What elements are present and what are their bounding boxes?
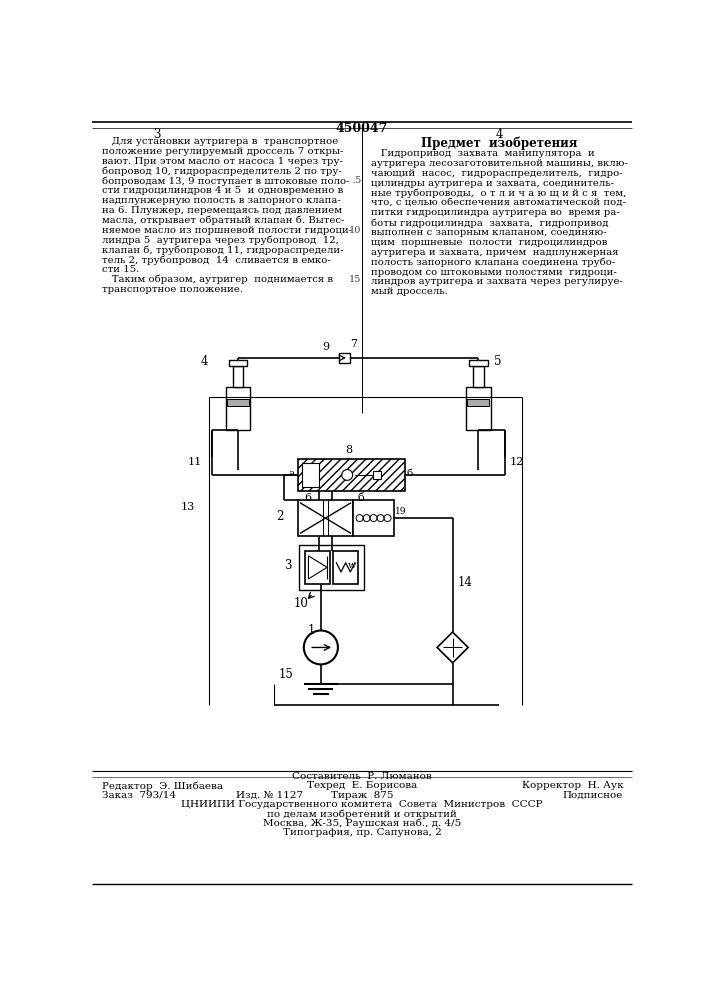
Text: мый дроссель.: мый дроссель.: [371, 287, 448, 296]
Text: ЦНИИПИ Государственного комитета  Совета  Министров  СССР: ЦНИИПИ Государственного комитета Совета …: [181, 800, 543, 809]
Text: Изд. № 1127: Изд. № 1127: [235, 791, 303, 800]
Text: .5: .5: [352, 176, 361, 185]
Bar: [298, 459, 404, 491]
Text: 15: 15: [279, 668, 294, 681]
Text: 6: 6: [304, 493, 311, 503]
Text: 12: 12: [509, 457, 523, 467]
Bar: [339, 353, 349, 363]
Text: Предмет  изобретения: Предмет изобретения: [421, 137, 578, 150]
Text: 5: 5: [494, 355, 502, 368]
Bar: [467, 399, 489, 406]
Text: 1: 1: [308, 624, 315, 637]
Text: 3: 3: [284, 559, 291, 572]
Text: 450047: 450047: [336, 122, 388, 135]
Bar: [303, 463, 320, 487]
Text: 9: 9: [322, 342, 329, 352]
Text: 3: 3: [153, 128, 160, 141]
Bar: [299, 545, 364, 590]
Text: 13: 13: [180, 502, 194, 512]
Text: б: б: [357, 493, 364, 503]
Bar: [298, 500, 354, 536]
Text: бопроводам 13, 9 поступает в штоковые поло-: бопроводам 13, 9 поступает в штоковые по…: [103, 176, 350, 186]
Text: бопровод 10, гидрораспределитель 2 по тру-: бопровод 10, гидрораспределитель 2 по тр…: [103, 167, 342, 176]
Text: 10: 10: [293, 597, 308, 610]
Text: что, с целью обеспечения автоматической под-: что, с целью обеспечения автоматической …: [371, 199, 626, 208]
Text: щим  поршневые  полости  гидроцилиндров: щим поршневые полости гидроцилиндров: [371, 238, 607, 247]
Text: 7: 7: [350, 339, 357, 349]
Text: Заказ  793/14: Заказ 793/14: [103, 791, 176, 800]
Polygon shape: [437, 632, 468, 663]
Text: по делам изобретений и открытий: по делам изобретений и открытий: [267, 809, 457, 819]
Text: 11: 11: [187, 457, 201, 467]
Text: питки гидроцилиндра аутригера во  время ра-: питки гидроцилиндра аутригера во время р…: [371, 208, 620, 217]
Text: Гидропривод  захвата  манипулятора  и: Гидропривод захвата манипулятора и: [371, 149, 595, 158]
Text: транспортное положение.: транспортное положение.: [103, 285, 243, 294]
Bar: [354, 500, 394, 536]
Bar: [469, 360, 488, 366]
Text: проводом со штоковыми полостями  гидроци-: проводом со штоковыми полостями гидроци-: [371, 268, 617, 277]
Text: 15: 15: [349, 275, 361, 284]
Text: 14: 14: [457, 576, 472, 589]
Text: Составитель  Р. Люманов: Составитель Р. Люманов: [292, 772, 432, 781]
Bar: [226, 387, 250, 430]
Text: w: w: [348, 561, 356, 570]
Text: Таким образом, аутригер  поднимается в: Таким образом, аутригер поднимается в: [103, 275, 333, 284]
Bar: [333, 551, 358, 584]
Text: сти 15.: сти 15.: [103, 265, 140, 274]
Text: ные трубопроводы,  о т л и ч а ю щ и й с я  тем,: ные трубопроводы, о т л и ч а ю щ и й с …: [371, 189, 626, 198]
Text: выполнен с запорным клапаном, соединяю-: выполнен с запорным клапаном, соединяю-: [371, 228, 607, 237]
Bar: [228, 360, 247, 366]
Text: клапан б, трубопровод 11, гидрораспредели-: клапан б, трубопровод 11, гидрораспредел…: [103, 245, 344, 255]
Text: 10: 10: [349, 226, 361, 235]
Text: аутригера лесозаготовительной машины, вклю-: аутригера лесозаготовительной машины, вк…: [371, 159, 628, 168]
Text: масла, открывает обратный клапан б. Вытес-: масла, открывает обратный клапан б. Выте…: [103, 216, 345, 225]
Text: Для установки аутригера в  транспортное: Для установки аутригера в транспортное: [103, 137, 339, 146]
Text: полость запорного клапана соединена трубо-: полость запорного клапана соединена труб…: [371, 258, 616, 267]
Text: 4: 4: [496, 128, 503, 141]
Circle shape: [341, 470, 353, 480]
Text: Техред  Е. Борисова: Техред Е. Борисова: [307, 781, 417, 790]
Bar: [466, 387, 491, 430]
Text: положение регулируемый дроссель 7 откры-: положение регулируемый дроссель 7 откры-: [103, 147, 344, 156]
Text: чающий  насос,  гидрораспределитель,  гидро-: чающий насос, гидрораспределитель, гидро…: [371, 169, 623, 178]
Bar: [373, 471, 380, 479]
Text: 4: 4: [201, 355, 209, 368]
Text: линдров аутригера и захвата через регулируе-: линдров аутригера и захвата через регули…: [371, 277, 623, 286]
Text: на 6. Плунжер, перемещаясь под давлением: на 6. Плунжер, перемещаясь под давлением: [103, 206, 342, 215]
Text: Типография, пр. Сапунова, 2: Типография, пр. Сапунова, 2: [283, 828, 441, 837]
Text: боты гидроцилиндра  захвата,  гидропривод: боты гидроцилиндра захвата, гидропривод: [371, 218, 609, 228]
Bar: [473, 366, 484, 387]
Text: а: а: [288, 469, 295, 478]
Text: надплунжерную полость в запорного клапа-: надплунжерную полость в запорного клапа-: [103, 196, 341, 205]
Text: линдра 5  аутригера через трубопровод  12,: линдра 5 аутригера через трубопровод 12,: [103, 235, 339, 245]
Text: б: б: [407, 469, 413, 478]
Text: Корректор  Н. Аук: Корректор Н. Аук: [522, 781, 623, 790]
Circle shape: [304, 631, 338, 664]
Text: няемое масло из поршневой полости гидроци-: няемое масло из поршневой полости гидроц…: [103, 226, 353, 235]
Text: 2: 2: [276, 510, 284, 523]
Text: аутригера и захвата, причем  надплунжерная: аутригера и захвата, причем надплунжерна…: [371, 248, 619, 257]
Bar: [233, 366, 243, 387]
Text: цилиндры аутригера и захвата, соединитель-: цилиндры аутригера и захвата, соединител…: [371, 179, 614, 188]
Text: Тираж  875: Тираж 875: [331, 791, 393, 800]
Text: Подписное: Подписное: [563, 791, 623, 800]
Text: 8: 8: [345, 445, 352, 455]
Bar: [305, 551, 330, 584]
Text: тель 2, трубопровод  14  сливается в емко-: тель 2, трубопровод 14 сливается в емко-: [103, 255, 331, 265]
Text: вают. При этом масло от насоса 1 через тру-: вают. При этом масло от насоса 1 через т…: [103, 157, 343, 166]
Text: 19: 19: [395, 507, 407, 516]
Text: Москва, Ж-35, Раушская наб., д. 4/5: Москва, Ж-35, Раушская наб., д. 4/5: [263, 818, 461, 828]
Text: Редактор  Э. Шибаева: Редактор Э. Шибаева: [103, 781, 223, 791]
Text: сти гидроцилиндров 4 и 5  и одновременно в: сти гидроцилиндров 4 и 5 и одновременно …: [103, 186, 344, 195]
Bar: [227, 399, 249, 406]
